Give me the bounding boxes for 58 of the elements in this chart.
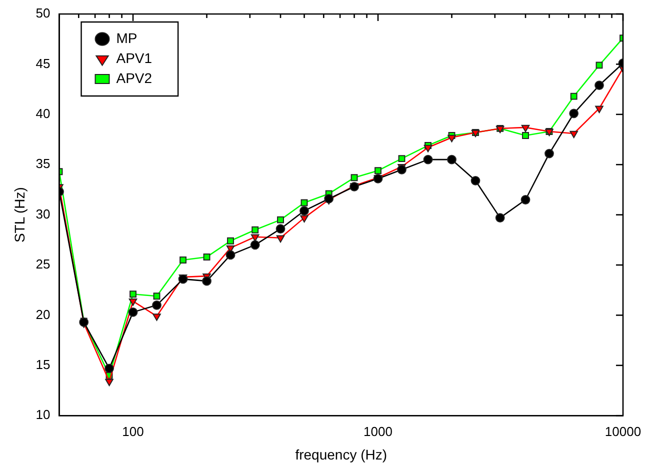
x-tick-label: 100	[122, 424, 144, 439]
point	[544, 148, 554, 158]
point	[130, 290, 136, 298]
point	[374, 167, 382, 174]
point	[398, 155, 406, 162]
point	[152, 314, 161, 321]
y-tick-label: 10	[36, 407, 50, 422]
y-tick-label: 20	[36, 306, 50, 322]
point	[276, 235, 285, 243]
point	[300, 215, 308, 223]
point	[448, 134, 456, 142]
y-axis-title: STL (Hz)	[11, 187, 28, 243]
y-tick-label: 15	[36, 356, 50, 372]
point	[227, 237, 234, 244]
point	[202, 276, 212, 286]
y-tick-label: 25	[36, 256, 50, 272]
point	[350, 174, 358, 182]
point	[522, 132, 529, 139]
point	[250, 240, 260, 250]
point	[570, 130, 578, 138]
point	[521, 124, 530, 132]
point	[226, 250, 236, 260]
point	[570, 92, 578, 100]
point	[324, 194, 334, 204]
legend-label: MP	[116, 30, 138, 46]
point	[596, 62, 603, 69]
point	[276, 224, 286, 234]
point	[104, 364, 114, 374]
y-tick-label: 45	[36, 56, 50, 71]
legend-label: APV2	[116, 70, 152, 86]
point	[447, 154, 456, 164]
x-tick-label: 10000	[604, 424, 642, 439]
point	[180, 256, 186, 264]
point	[252, 226, 259, 234]
point	[594, 80, 604, 90]
point	[128, 307, 138, 317]
point	[105, 378, 114, 386]
legend-label: APV1	[116, 50, 152, 66]
point	[520, 195, 530, 204]
point	[595, 106, 604, 114]
point	[495, 213, 505, 223]
point	[569, 108, 579, 118]
point	[470, 176, 480, 186]
y-tick-label: 50	[36, 6, 50, 21]
point	[128, 298, 138, 306]
y-tick-label: 40	[36, 106, 50, 121]
point	[153, 292, 160, 300]
y-tick-label: 35	[36, 156, 50, 172]
y-tick-label: 30	[36, 206, 50, 222]
x-axis-title: frequency (Hz)	[295, 446, 388, 462]
point	[423, 154, 433, 164]
point	[300, 206, 309, 216]
point	[277, 216, 284, 224]
point	[424, 144, 432, 152]
point	[203, 254, 210, 260]
point	[152, 300, 162, 310]
point	[397, 164, 406, 174]
x-tick-label: 1000	[364, 424, 392, 439]
